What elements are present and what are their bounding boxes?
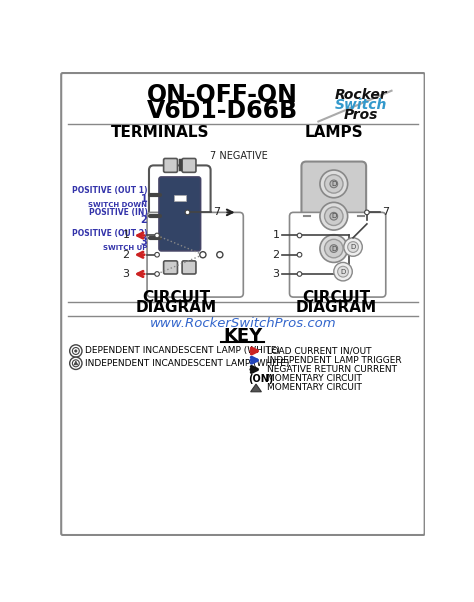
Text: NEGATIVE RETURN CURRENT: NEGATIVE RETURN CURRENT bbox=[267, 365, 397, 374]
Text: 7: 7 bbox=[383, 207, 390, 217]
Text: 1: 1 bbox=[122, 231, 129, 240]
Circle shape bbox=[155, 252, 159, 257]
Text: MOMENTARY CIRCUIT: MOMENTARY CIRCUIT bbox=[267, 383, 362, 393]
Text: 7 NEGATIVE: 7 NEGATIVE bbox=[210, 151, 267, 161]
FancyBboxPatch shape bbox=[182, 158, 196, 172]
Circle shape bbox=[73, 360, 79, 367]
Circle shape bbox=[325, 240, 343, 258]
Text: 3: 3 bbox=[141, 237, 147, 247]
Text: LOAD CURRENT IN/OUT: LOAD CURRENT IN/OUT bbox=[267, 347, 371, 355]
Circle shape bbox=[70, 345, 82, 357]
Text: www.RockerSwitchPros.com: www.RockerSwitchPros.com bbox=[150, 317, 336, 330]
Text: 2: 2 bbox=[141, 215, 147, 225]
Text: KEY: KEY bbox=[223, 326, 263, 344]
Text: D: D bbox=[331, 181, 337, 187]
Circle shape bbox=[297, 272, 302, 276]
Text: DIAGRAM: DIAGRAM bbox=[295, 300, 377, 315]
Text: Pros: Pros bbox=[344, 108, 378, 122]
Text: D: D bbox=[350, 244, 356, 250]
Circle shape bbox=[297, 252, 302, 257]
Text: Rocker: Rocker bbox=[335, 87, 387, 102]
Circle shape bbox=[185, 210, 190, 215]
Text: D: D bbox=[340, 268, 346, 275]
Text: 1: 1 bbox=[273, 231, 280, 240]
Circle shape bbox=[347, 241, 358, 252]
Text: MOMENTARY CIRCUIT: MOMENTARY CIRCUIT bbox=[267, 374, 362, 383]
Circle shape bbox=[320, 170, 347, 197]
Text: 7: 7 bbox=[213, 207, 220, 217]
Circle shape bbox=[337, 266, 348, 277]
Text: 2: 2 bbox=[273, 250, 280, 259]
FancyBboxPatch shape bbox=[173, 194, 186, 201]
Text: POSITIVE (OUT 2): POSITIVE (OUT 2) bbox=[72, 229, 147, 238]
Circle shape bbox=[75, 350, 77, 352]
Polygon shape bbox=[251, 384, 261, 392]
Text: 3: 3 bbox=[273, 269, 280, 279]
FancyBboxPatch shape bbox=[164, 261, 177, 274]
Text: 3: 3 bbox=[122, 269, 129, 279]
Circle shape bbox=[73, 347, 79, 355]
Circle shape bbox=[365, 210, 369, 215]
Text: V6D1-D66B: V6D1-D66B bbox=[146, 99, 298, 123]
Text: DIAGRAM: DIAGRAM bbox=[136, 300, 217, 315]
Text: (ON): (ON) bbox=[248, 374, 273, 383]
Circle shape bbox=[155, 272, 159, 276]
FancyBboxPatch shape bbox=[149, 166, 210, 267]
Circle shape bbox=[330, 213, 337, 220]
Text: INDEPENDENT LAMP TRIGGER: INDEPENDENT LAMP TRIGGER bbox=[267, 356, 401, 365]
FancyBboxPatch shape bbox=[301, 161, 366, 271]
Circle shape bbox=[200, 252, 206, 258]
Circle shape bbox=[325, 175, 343, 193]
Circle shape bbox=[330, 180, 337, 188]
Circle shape bbox=[344, 238, 362, 256]
Text: INDEPENDENT INCANDESCENT LAMP (WHITE): INDEPENDENT INCANDESCENT LAMP (WHITE) bbox=[85, 359, 290, 368]
Circle shape bbox=[320, 235, 347, 262]
Text: Switch: Switch bbox=[335, 98, 387, 111]
Text: POSITIVE (OUT 1): POSITIVE (OUT 1) bbox=[72, 187, 147, 195]
Text: ON-OFF-ON: ON-OFF-ON bbox=[146, 82, 298, 107]
Circle shape bbox=[320, 202, 347, 230]
FancyBboxPatch shape bbox=[61, 73, 425, 535]
Text: D: D bbox=[331, 246, 337, 252]
FancyBboxPatch shape bbox=[290, 213, 386, 297]
Circle shape bbox=[217, 252, 223, 258]
FancyBboxPatch shape bbox=[164, 158, 177, 172]
Text: CIRCUIT: CIRCUIT bbox=[142, 290, 210, 305]
Text: D: D bbox=[331, 213, 337, 219]
Text: CIRCUIT: CIRCUIT bbox=[302, 290, 370, 305]
Text: 2: 2 bbox=[122, 250, 129, 259]
Polygon shape bbox=[74, 361, 78, 365]
Text: DEPENDENT INCANDESCENT LAMP (WHITE): DEPENDENT INCANDESCENT LAMP (WHITE) bbox=[85, 347, 280, 355]
Circle shape bbox=[70, 357, 82, 370]
Circle shape bbox=[325, 207, 343, 226]
Text: LAMPS: LAMPS bbox=[304, 125, 363, 140]
Circle shape bbox=[155, 233, 159, 238]
Circle shape bbox=[330, 245, 337, 252]
Circle shape bbox=[297, 233, 302, 238]
Text: SWITCH UP: SWITCH UP bbox=[103, 245, 147, 251]
FancyBboxPatch shape bbox=[147, 213, 243, 297]
Text: TERMINALS: TERMINALS bbox=[111, 125, 210, 140]
Text: SWITCH DOWN: SWITCH DOWN bbox=[89, 202, 147, 208]
FancyBboxPatch shape bbox=[182, 261, 196, 274]
Circle shape bbox=[334, 262, 352, 281]
FancyBboxPatch shape bbox=[159, 177, 201, 251]
Text: 1: 1 bbox=[141, 193, 147, 203]
Text: POSITIVE (IN): POSITIVE (IN) bbox=[89, 208, 147, 217]
